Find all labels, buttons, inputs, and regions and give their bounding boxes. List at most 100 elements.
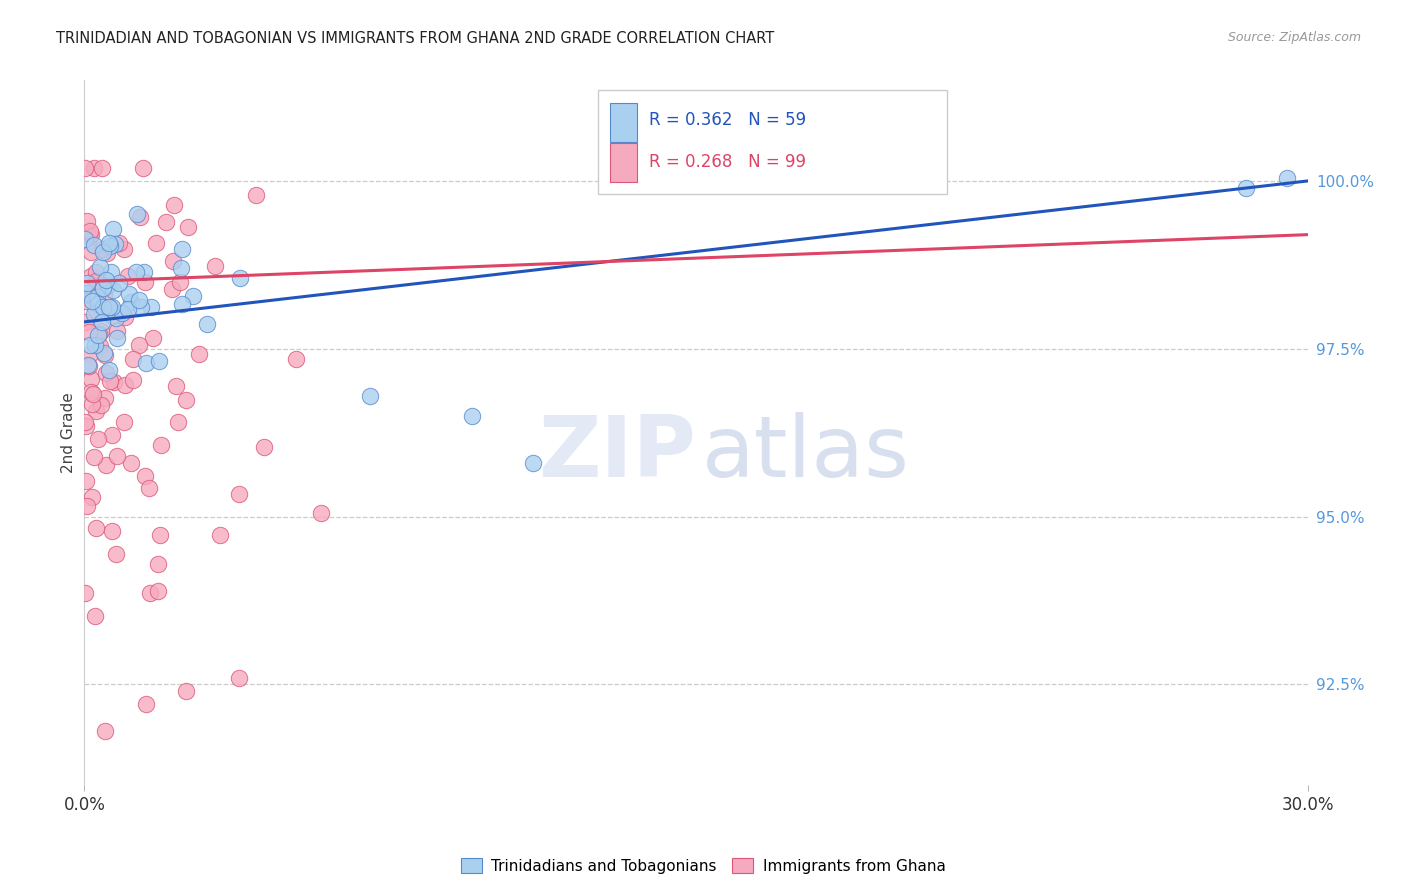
FancyBboxPatch shape: [598, 90, 946, 194]
Point: [79, 347, 101, 361]
Point: [75, 415, 97, 429]
Point: [80, 269, 103, 284]
Point: [98, 235, 121, 250]
Point: [101, 309, 124, 323]
Text: ZIP: ZIP: [538, 412, 696, 495]
Point: [75, 419, 97, 434]
Point: [84, 274, 107, 288]
Point: [93, 346, 115, 360]
Point: [105, 330, 128, 344]
Point: [83, 608, 105, 623]
Point: [114, 310, 136, 324]
Point: [309, 506, 332, 520]
Point: [73, 315, 96, 329]
Point: [134, 469, 156, 483]
Point: [228, 671, 250, 685]
Point: [86, 520, 108, 534]
Point: [100, 265, 122, 279]
Point: [122, 373, 145, 387]
Point: [98, 239, 121, 253]
Point: [96, 366, 118, 380]
Point: [162, 282, 184, 296]
Point: [129, 210, 152, 224]
Point: [183, 288, 205, 302]
Point: [1236, 180, 1258, 194]
Point: [93, 281, 115, 295]
Point: [77, 325, 100, 339]
Point: [75, 585, 97, 599]
Point: [89, 338, 111, 352]
Point: [167, 415, 190, 429]
Point: [132, 265, 155, 279]
Point: [75, 232, 97, 246]
Point: [129, 300, 152, 314]
Point: [83, 238, 105, 252]
Text: TRINIDADIAN AND TOBAGONIAN VS IMMIGRANTS FROM GHANA 2ND GRADE CORRELATION CHART: TRINIDADIAN AND TOBAGONIAN VS IMMIGRANTS…: [56, 31, 775, 46]
Point: [101, 428, 124, 442]
Point: [84, 265, 107, 279]
Point: [94, 272, 117, 286]
Point: [89, 260, 111, 275]
Point: [118, 286, 141, 301]
Point: [172, 297, 194, 311]
Point: [97, 363, 120, 377]
Point: [100, 301, 122, 316]
Point: [97, 278, 120, 293]
Point: [75, 293, 97, 308]
Point: [91, 315, 114, 329]
Point: [79, 229, 101, 244]
Point: [128, 293, 150, 307]
Point: [155, 215, 177, 229]
Point: [208, 528, 231, 542]
Point: [149, 528, 172, 542]
Point: [76, 285, 98, 300]
Point: [84, 404, 107, 418]
Point: [145, 235, 167, 250]
Point: [135, 698, 157, 712]
Text: R = 0.362   N = 59: R = 0.362 N = 59: [650, 111, 807, 128]
Point: [170, 260, 193, 275]
Point: [76, 499, 98, 513]
Point: [117, 268, 139, 283]
Point: [80, 384, 103, 399]
Text: Source: ZipAtlas.com: Source: ZipAtlas.com: [1227, 31, 1361, 45]
Point: [461, 409, 484, 423]
Point: [87, 432, 110, 446]
Point: [359, 389, 381, 403]
Point: [82, 294, 104, 309]
Point: [83, 450, 105, 465]
Point: [245, 188, 267, 202]
Point: [86, 290, 108, 304]
Point: [146, 558, 169, 572]
Point: [90, 161, 112, 175]
Point: [187, 347, 209, 361]
Point: [84, 303, 107, 318]
Point: [142, 331, 165, 345]
Point: [150, 438, 173, 452]
Point: [229, 270, 252, 285]
Legend: Trinidadians and Tobagonians, Immigrants from Ghana: Trinidadians and Tobagonians, Immigrants…: [454, 852, 952, 880]
Point: [73, 161, 96, 175]
Point: [174, 684, 197, 698]
Point: [82, 491, 104, 505]
Point: [94, 458, 117, 472]
Point: [128, 338, 150, 352]
Point: [93, 288, 115, 302]
Point: [80, 372, 103, 386]
Bar: [610, 143, 637, 182]
Point: [82, 387, 104, 401]
Point: [104, 311, 127, 326]
Point: [79, 224, 101, 238]
Point: [105, 449, 128, 463]
Point: [82, 289, 104, 303]
Point: [101, 221, 124, 235]
Point: [90, 398, 112, 412]
Point: [89, 327, 111, 342]
Point: [285, 352, 308, 367]
Point: [93, 724, 117, 739]
Point: [132, 161, 155, 175]
Point: [139, 300, 162, 314]
Point: [75, 474, 97, 488]
Point: [77, 359, 100, 373]
Point: [105, 324, 128, 338]
